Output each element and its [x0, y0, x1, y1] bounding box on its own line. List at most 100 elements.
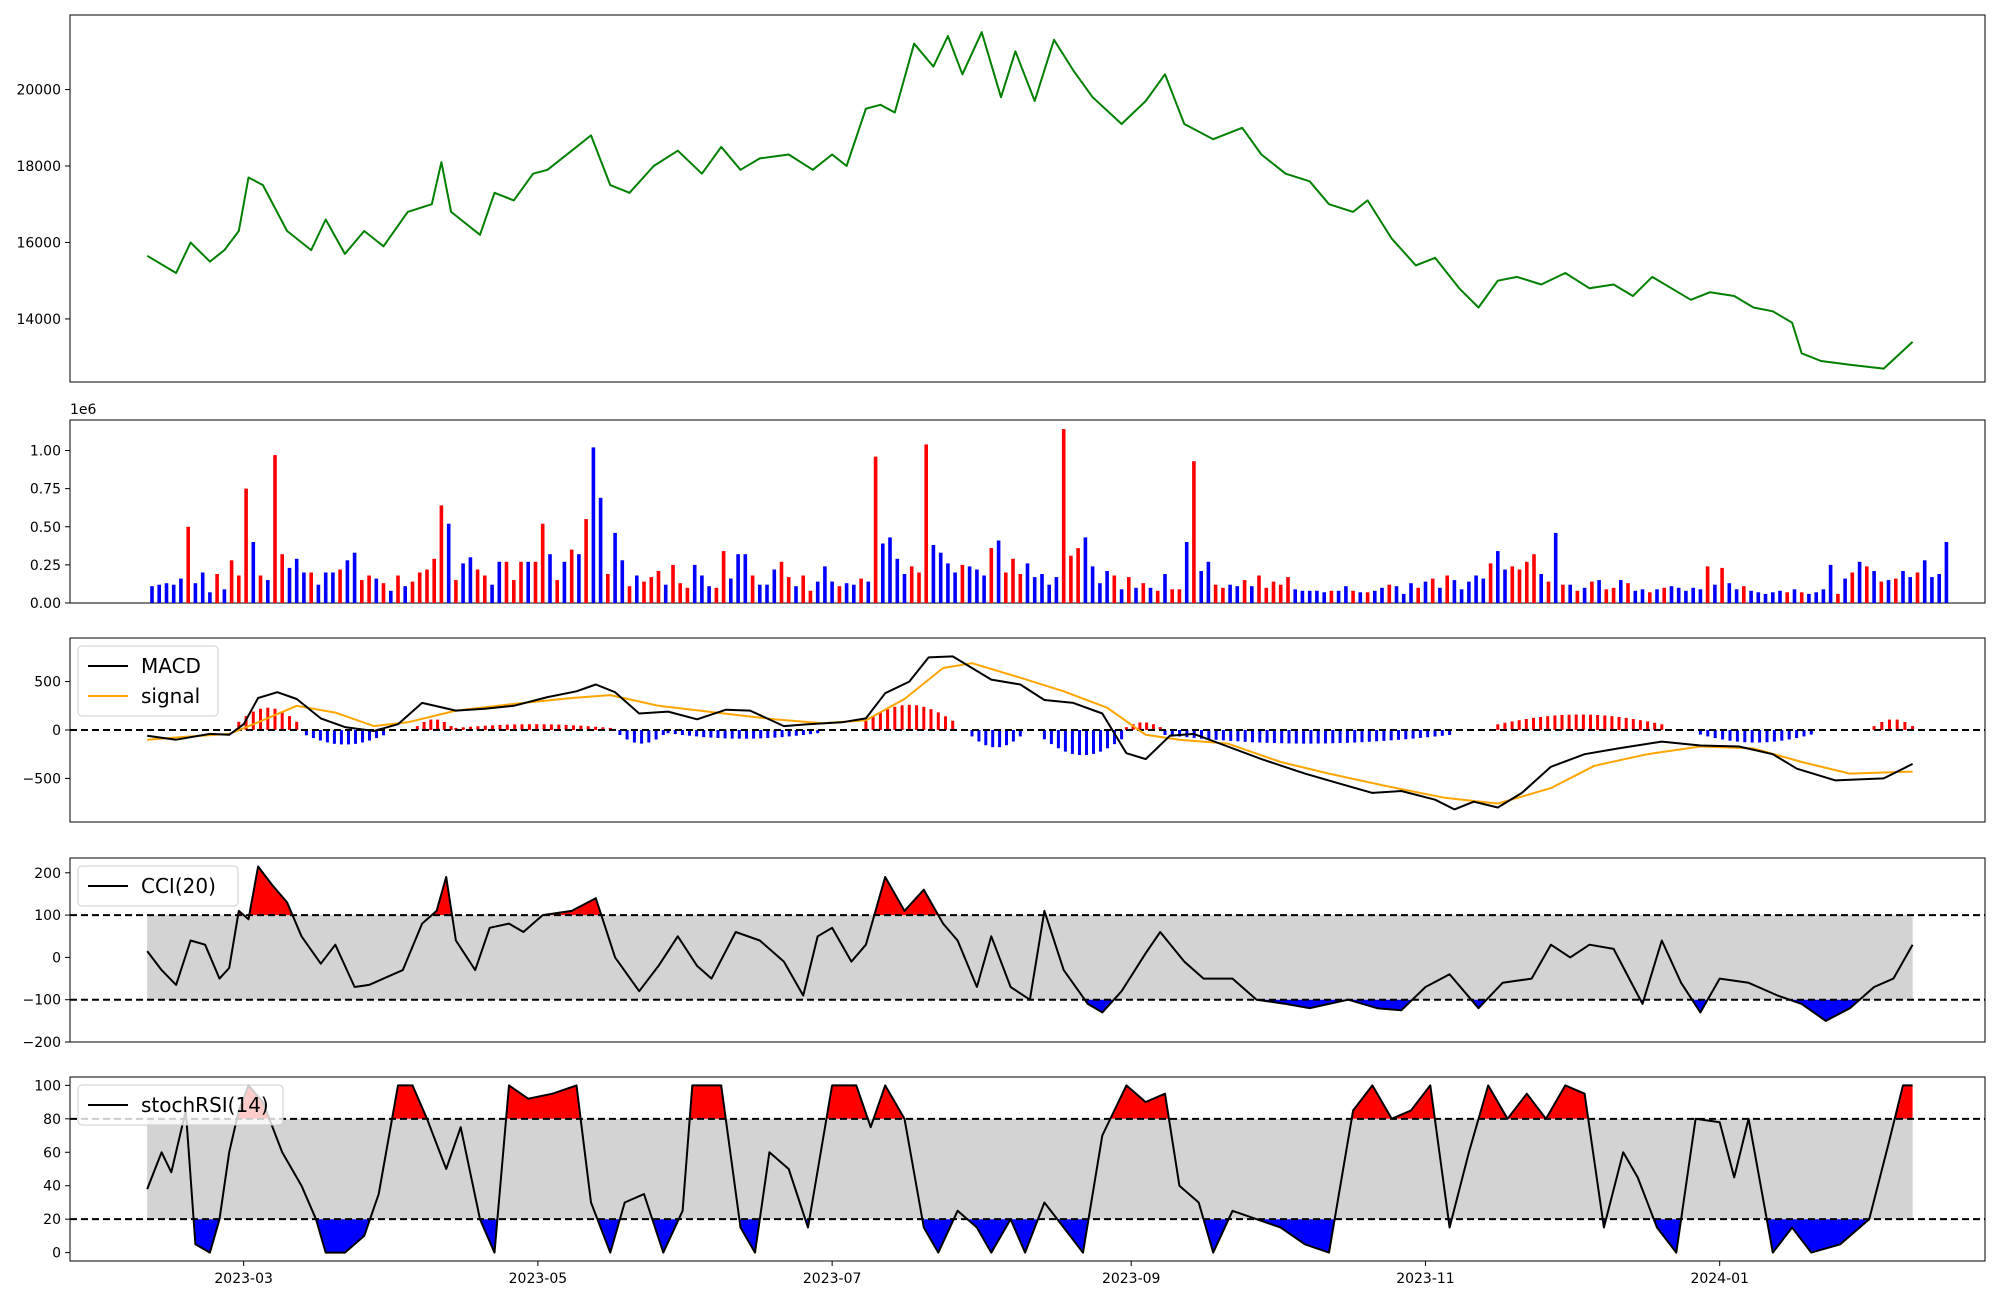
cci-ytick-label: 100	[34, 908, 61, 924]
macd-histogram-bar	[1005, 730, 1008, 746]
volume-bar	[208, 592, 212, 603]
macd-histogram-bar	[1765, 730, 1769, 743]
volume-bar	[707, 586, 711, 603]
volume-bar	[1828, 564, 1833, 603]
volume-bar	[902, 574, 907, 603]
macd-histogram-bar	[1728, 730, 1732, 741]
macd-histogram-bar	[878, 712, 882, 730]
macd-histogram-bar	[1780, 730, 1784, 741]
macd-histogram-bar	[361, 730, 364, 743]
volume-bar	[1206, 561, 1211, 603]
volume-bar	[483, 575, 487, 603]
macd-histogram-bar	[1120, 730, 1124, 740]
volume-bar	[1698, 589, 1703, 603]
macd-histogram-bar	[1200, 730, 1203, 739]
cci-panel-frame	[69, 857, 1986, 1043]
volume-bar	[1619, 580, 1623, 603]
volume-bar	[1662, 587, 1666, 604]
macd-histogram-bar	[339, 730, 343, 745]
volume-bar	[1401, 593, 1406, 603]
macd-histogram-bar	[1721, 730, 1725, 740]
macd-histogram-bar	[259, 708, 262, 730]
macd-histogram-bar	[513, 724, 517, 730]
macd-histogram-bar	[1229, 730, 1233, 741]
volume-bar	[881, 543, 885, 603]
macd-histogram-bar	[1596, 715, 1600, 730]
volume-bar	[1127, 577, 1131, 603]
volume-bar	[700, 575, 704, 603]
volume-bar	[1445, 575, 1449, 603]
volume-bar	[1850, 572, 1855, 603]
volume-bar	[497, 561, 502, 603]
macd-histogram-bar	[661, 730, 665, 735]
volume-bar	[1148, 587, 1153, 604]
macd-histogram-bar	[1404, 730, 1408, 740]
volume-bar	[150, 586, 154, 603]
volume-bar	[830, 581, 834, 603]
macd-histogram-bar	[654, 730, 658, 740]
volume-bar	[1083, 537, 1088, 603]
macd-histogram-bar	[1092, 730, 1095, 754]
macd-histogram-bar	[280, 711, 284, 730]
volume-bar	[548, 554, 552, 603]
price-line	[146, 31, 1914, 370]
volume-bar	[1380, 587, 1384, 604]
volume-bar	[454, 580, 458, 603]
macd-histogram-bar	[801, 730, 805, 735]
volume-bar	[729, 578, 733, 603]
volume-bar	[1098, 583, 1102, 603]
cci-ytick-label: −200	[23, 1035, 61, 1051]
macd-histogram-bar	[422, 722, 426, 730]
volume-bar	[403, 586, 407, 603]
macd-legend	[77, 645, 219, 717]
volume-bar	[1814, 592, 1818, 603]
macd-histogram-bar	[1309, 730, 1313, 744]
volume-bar	[866, 581, 871, 603]
macd-histogram-bar	[454, 727, 458, 730]
volume-bar	[1496, 551, 1500, 603]
volume-bar	[1459, 589, 1464, 603]
macd-histogram-bar	[557, 724, 561, 730]
volume-bar	[620, 560, 625, 603]
volume-bar	[591, 447, 596, 603]
macd-histogram-bar	[1124, 727, 1128, 730]
volume-bar	[1163, 574, 1167, 603]
volume-bar	[1785, 592, 1789, 603]
macd-histogram-bar	[970, 730, 974, 737]
macd-histogram-bar	[759, 730, 763, 739]
volume-bar	[1286, 577, 1290, 603]
macd-histogram-bar	[288, 716, 291, 730]
macd-histogram-bar	[1049, 730, 1053, 745]
volume-bar	[1568, 584, 1572, 603]
macd-histogram-bar	[1567, 714, 1571, 730]
volume-bar	[1575, 590, 1580, 603]
volume-bar	[1199, 571, 1203, 603]
volume-bar	[1553, 532, 1558, 603]
macd-histogram-bar	[1063, 730, 1067, 752]
volume-bar	[555, 580, 559, 603]
stochrsi-ytick-label: 80	[43, 1112, 61, 1128]
macd-histogram-bar	[1532, 717, 1535, 730]
volume-bar	[859, 578, 863, 603]
volume-bar	[352, 552, 357, 603]
macd-histogram-bar	[273, 708, 277, 730]
volume-bar	[1821, 589, 1826, 603]
macd-histogram-bar	[625, 730, 629, 740]
macd-histogram-bar	[716, 730, 720, 738]
macd-histogram-bar	[780, 730, 784, 738]
volume-bar	[1264, 587, 1269, 604]
macd-histogram-bar	[1078, 730, 1081, 755]
volume-bar	[1944, 542, 1949, 603]
macd-histogram-bar	[1331, 730, 1335, 744]
macd-histogram-bar	[702, 730, 706, 738]
volume-bar	[1394, 586, 1399, 603]
volume-bar	[1090, 566, 1095, 603]
volume-bar	[1865, 566, 1869, 603]
macd-histogram-bar	[1653, 722, 1657, 730]
volume-bar	[1532, 554, 1536, 603]
volume-bar	[895, 558, 900, 603]
volume-bar	[186, 526, 190, 604]
macd-histogram-bar	[766, 730, 770, 738]
macd-histogram-bar	[1367, 730, 1371, 742]
volume-bar	[794, 586, 798, 603]
